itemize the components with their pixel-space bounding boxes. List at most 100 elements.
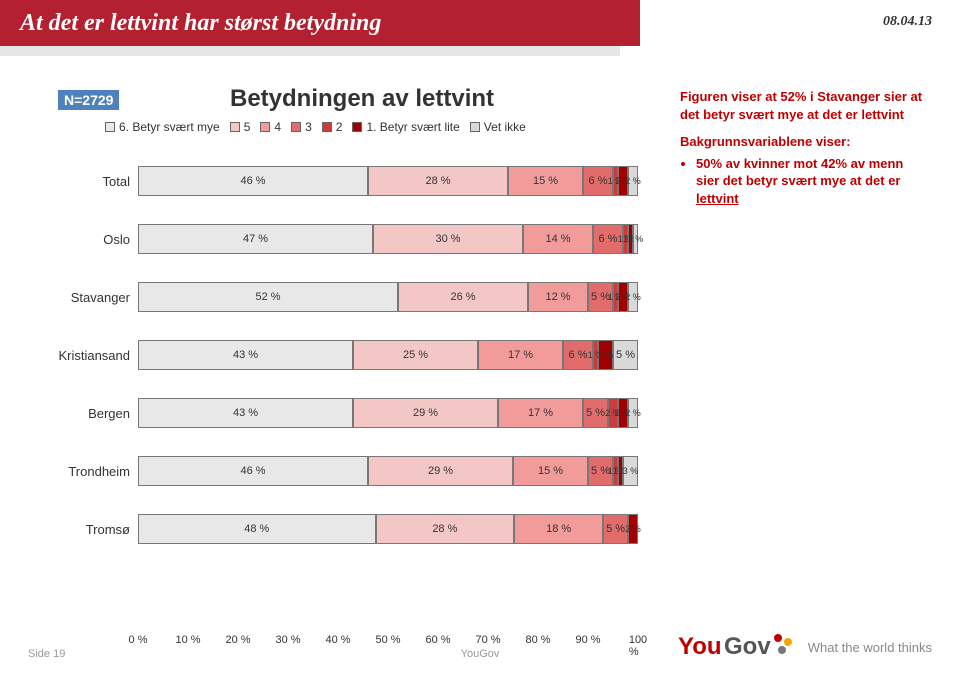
title-sub-bar <box>0 46 620 56</box>
footer-source: YouGov <box>461 648 500 660</box>
bar-segment: 2 % <box>628 166 638 196</box>
segment-value: 2 % <box>625 176 641 186</box>
axis-tick: 0 % <box>129 634 148 646</box>
side-note-link[interactable]: lettvint <box>696 191 739 206</box>
bar-segment: 15 % <box>508 166 583 196</box>
bar-segment: 29 % <box>353 398 498 428</box>
axis-tick: 100 % <box>629 634 647 658</box>
segment-value: 28 % <box>425 175 450 187</box>
segment-value: 28 % <box>432 523 457 535</box>
side-note: Figuren viser at 52% i Stavanger sier at… <box>680 88 930 211</box>
bar-segment: 46 % <box>138 166 368 196</box>
chart-row: Trondheim46 %29 %15 %5 %1 %1 %3 % <box>40 450 640 492</box>
segment-value: 29 % <box>428 465 453 477</box>
row-plot: 46 %28 %15 %6 %1 %2 %2 % <box>138 160 640 202</box>
segment-value: 5 % <box>606 523 625 535</box>
legend-label: 6. Betyr svært mye <box>119 120 220 134</box>
side-note-sub: Bakgrunnsvariablene viser: <box>680 133 930 151</box>
bar-segment: 2 % <box>628 282 638 312</box>
bar-segment: 15 % <box>513 456 588 486</box>
segment-value: 6 % <box>599 233 618 245</box>
n-badge: N=2729 <box>58 90 119 110</box>
segment-value: 3 % <box>623 466 639 476</box>
side-note-list: 50% av kvinner mot 42% av menn sier det … <box>696 155 930 208</box>
segment-value: 14 % <box>545 233 570 245</box>
bar-segment: 43 % <box>138 398 353 428</box>
row-label: Tromsø <box>40 522 138 537</box>
bar-segment: 17 % <box>498 398 583 428</box>
chart-area: Total46 %28 %15 %6 %1 %2 %2 %Oslo47 %30 … <box>40 160 640 600</box>
bar-segment: 28 % <box>368 166 508 196</box>
bar-segment: 3 % <box>598 340 613 370</box>
side-note-bullet: 50% av kvinner mot 42% av menn sier det … <box>696 155 930 208</box>
segment-value: 3 % <box>598 350 614 360</box>
logo: You Gov What the world thinks <box>678 630 932 664</box>
legend-item: 1. Betyr svært lite <box>352 120 459 134</box>
svg-text:Gov: Gov <box>724 633 771 660</box>
segment-value: 15 % <box>533 175 558 187</box>
slide: At det er lettvint har størst betydning … <box>0 0 960 674</box>
segment-value: 2 % <box>625 524 641 534</box>
row-plot: 52 %26 %12 %5 %1 %2 %2 % <box>138 276 640 318</box>
row-plot: 43 %29 %17 %5 %2 %2 %2 % <box>138 392 640 434</box>
segment-value: 43 % <box>233 407 258 419</box>
chart-title: Betydningen av lettvint <box>230 85 494 113</box>
bar-segment: 46 % <box>138 456 368 486</box>
segment-value: 46 % <box>240 175 265 187</box>
chart-row: Stavanger52 %26 %12 %5 %1 %2 %2 % <box>40 276 640 318</box>
stacked-bar: 52 %26 %12 %5 %1 %2 %2 % <box>138 282 638 312</box>
side-note-heading: Figuren viser at 52% i Stavanger sier at… <box>680 88 930 123</box>
row-label: Bergen <box>40 406 138 421</box>
segment-value: 2 % <box>625 292 641 302</box>
chart-row: Total46 %28 %15 %6 %1 %2 %2 % <box>40 160 640 202</box>
bar-segment: 26 % <box>398 282 528 312</box>
stacked-bar: 48 % 28 % 18 % 5 %2 % <box>138 514 638 544</box>
segment-value: 17 % <box>528 407 553 419</box>
bar-segment: 48 % <box>138 514 376 544</box>
axis-tick: 90 % <box>575 634 600 646</box>
bar-segment: 5 % <box>583 398 608 428</box>
segment-value: 2 % <box>625 408 641 418</box>
bar-segment: 52 % <box>138 282 398 312</box>
axis-tick: 80 % <box>525 634 550 646</box>
bar-segment: 2 % <box>628 514 638 544</box>
legend-swatch <box>291 122 301 132</box>
row-label: Trondheim <box>40 464 138 479</box>
segment-value: 5 % <box>616 349 635 361</box>
legend-label: 4 <box>274 120 281 134</box>
bar-segment: 5 % <box>613 340 638 370</box>
date-label: 08.04.13 <box>883 14 932 30</box>
chart-row: Oslo47 %30 %14 %6 %1 %1 %1 % <box>40 218 640 260</box>
axis-tick: 20 % <box>225 634 250 646</box>
legend-item: 3 <box>291 120 312 134</box>
legend-label: 2 <box>336 120 343 134</box>
row-label: Kristiansand <box>40 348 138 363</box>
legend-label: Vet ikke <box>484 120 526 134</box>
bar-segment: 3 % <box>623 456 638 486</box>
segment-value: 43 % <box>233 349 258 361</box>
segment-value: 46 % <box>240 465 265 477</box>
bar-segment: 17 % <box>478 340 563 370</box>
segment-value: 1 % <box>628 234 644 244</box>
segment-value: 12 % <box>545 291 570 303</box>
row-label: Stavanger <box>40 290 138 305</box>
segment-value: 6 % <box>569 349 588 361</box>
legend-item: 6. Betyr svært mye <box>105 120 220 134</box>
bar-segment: 1 % <box>633 224 638 254</box>
chart-row: Tromsø 48 % 28 % 18 % 5 %2 % <box>40 508 640 550</box>
legend-item: Vet ikke <box>470 120 526 134</box>
bar-segment: 25 % <box>353 340 478 370</box>
row-plot: 43 %25 %17 %6 %1 %3 %5 % <box>138 334 640 376</box>
bar-segment: 14 % <box>523 224 593 254</box>
bar-segment: 2 % <box>628 398 638 428</box>
segment-value: 18 % <box>546 523 571 535</box>
stacked-bar: 46 %28 %15 %6 %1 %2 %2 % <box>138 166 638 196</box>
title-bar: At det er lettvint har størst betydning <box>0 0 640 46</box>
x-axis: 0 %10 %20 %30 %40 %50 %60 %70 %80 %90 %1… <box>138 634 640 652</box>
legend-swatch <box>105 122 115 132</box>
legend-swatch <box>230 122 240 132</box>
stacked-bar: 43 %29 %17 %5 %2 %2 %2 % <box>138 398 638 428</box>
bar-segment: 30 % <box>373 224 523 254</box>
segment-value: 48 % <box>244 523 269 535</box>
segment-value: 6 % <box>589 175 608 187</box>
